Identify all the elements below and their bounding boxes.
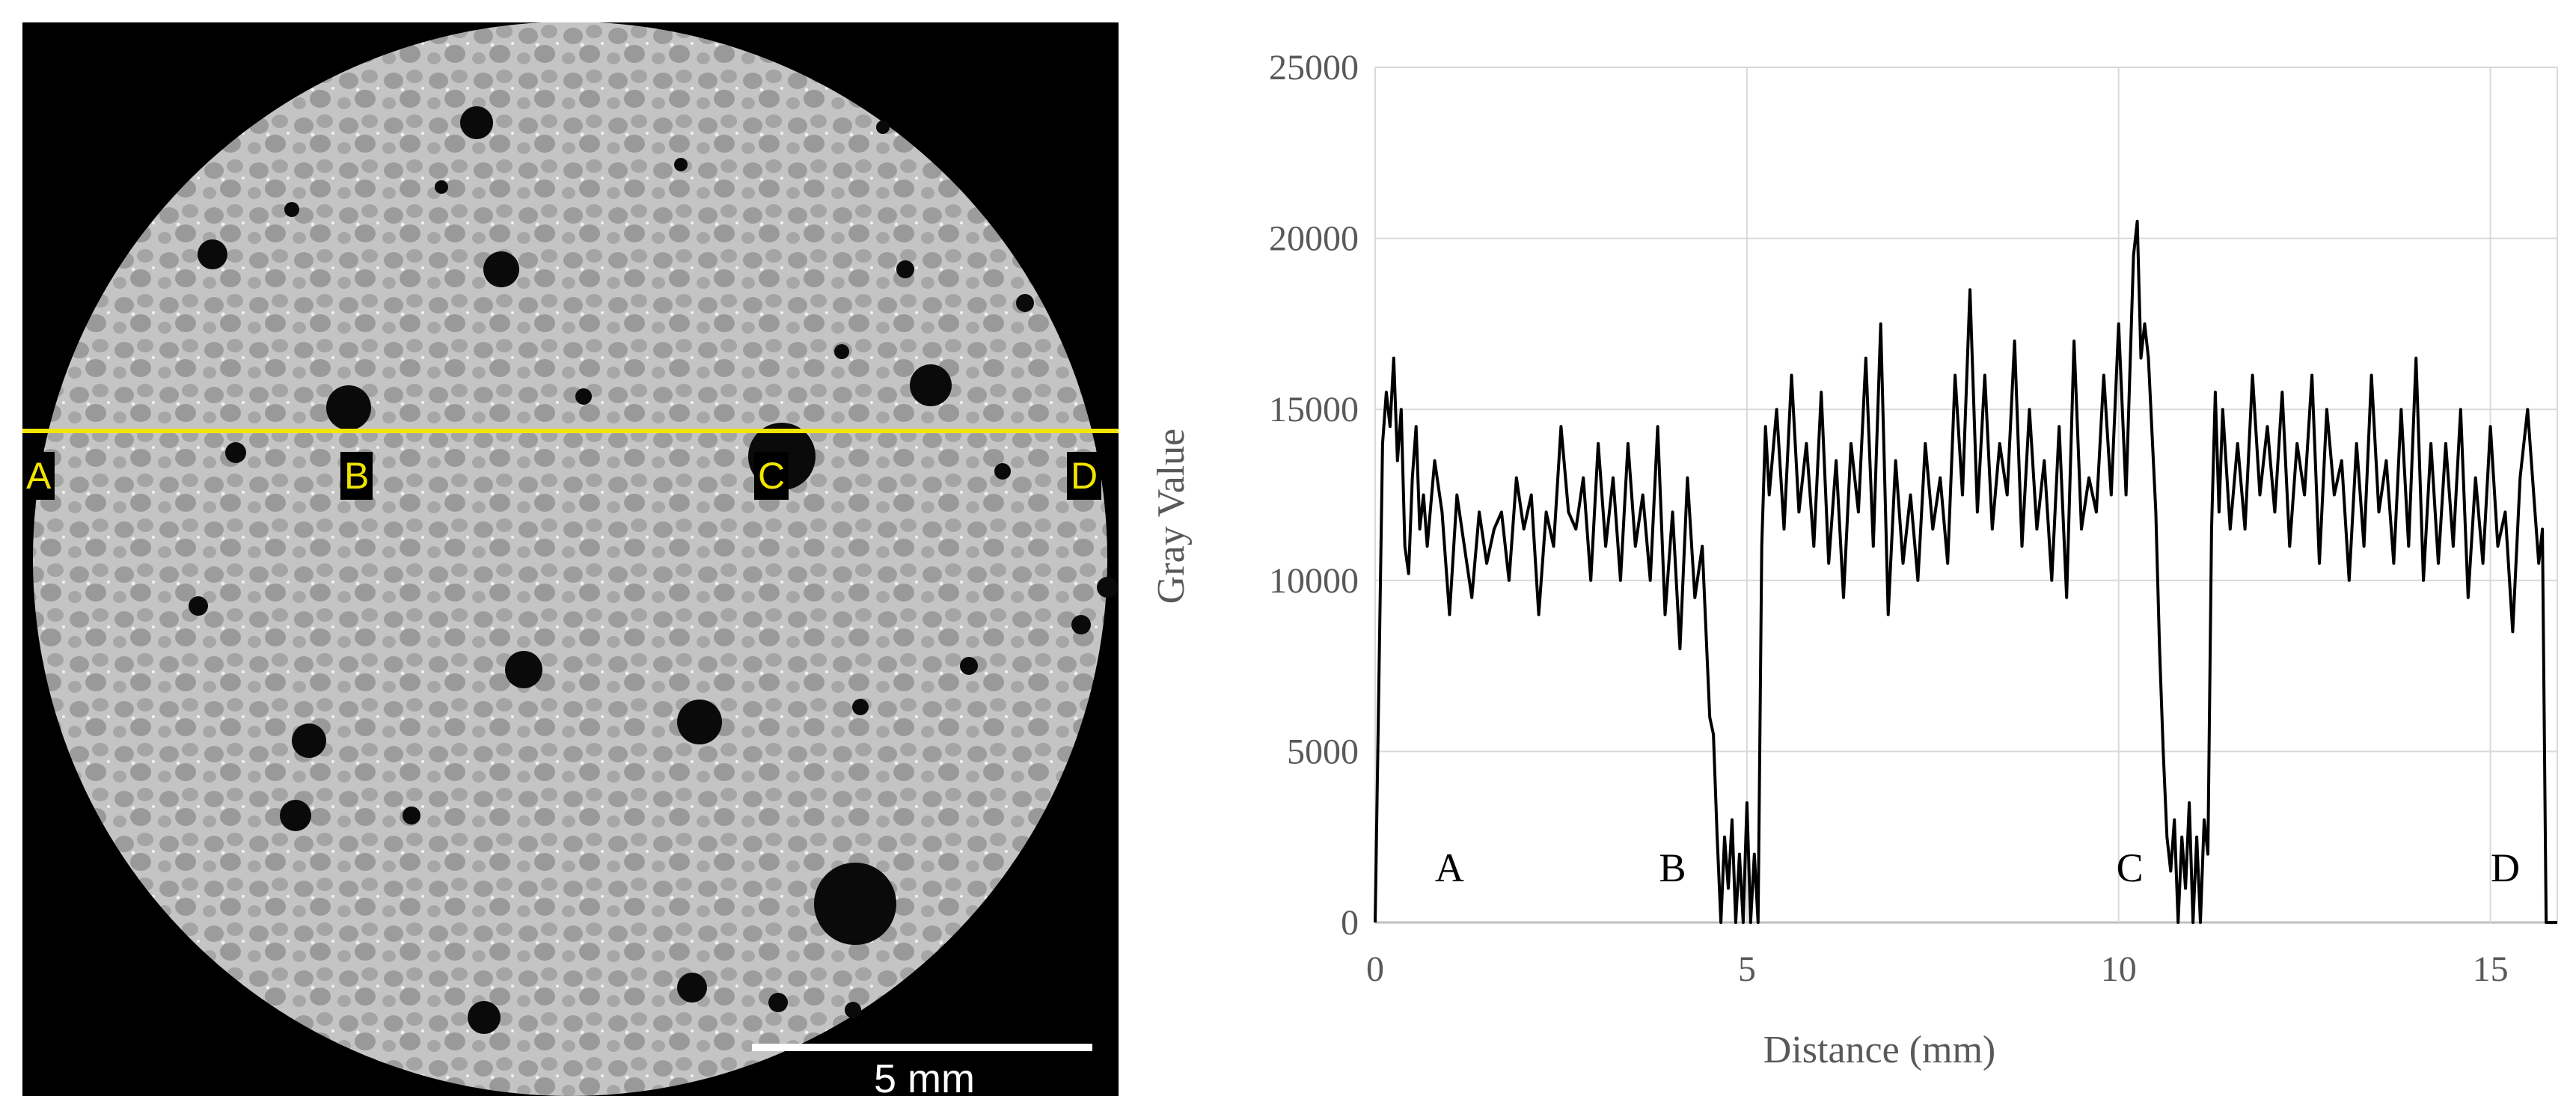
y-tick-label: 5000 — [1287, 732, 1359, 771]
gray-value-series-line — [1374, 219, 2557, 924]
chart-annotations: A B C D — [1435, 845, 2520, 890]
marker-a: A — [22, 452, 55, 500]
marker-c: C — [754, 452, 789, 500]
x-axis-ticks: 0 5 10 15 — [1366, 949, 2509, 989]
pore — [575, 388, 592, 405]
pore — [910, 364, 952, 406]
x-tick-label: 0 — [1366, 949, 1384, 989]
x-axis-title: Distance (mm) — [1763, 1029, 1995, 1071]
pore — [768, 993, 788, 1012]
pore — [1016, 294, 1034, 312]
ct-cross-section-svg — [22, 22, 1119, 1096]
pore — [1097, 577, 1118, 598]
pore — [994, 463, 1011, 480]
annotation-label-d: D — [2491, 845, 2520, 890]
pore — [677, 700, 722, 744]
pore-group — [189, 106, 1118, 1034]
pore — [505, 651, 542, 688]
pore — [483, 251, 519, 287]
x-tick-label: 10 — [2101, 949, 2137, 989]
marker-b: B — [340, 452, 373, 500]
pore — [460, 106, 493, 139]
pore — [677, 973, 707, 1003]
pore — [326, 385, 371, 430]
pore — [292, 723, 326, 758]
pore — [876, 120, 890, 134]
pore — [674, 158, 688, 171]
y-axis-title: Gray Value — [1150, 429, 1193, 604]
pore — [960, 657, 978, 675]
y-tick-label: 0 — [1341, 903, 1359, 943]
y-tick-label: 10000 — [1269, 561, 1359, 601]
pore — [852, 699, 869, 715]
x-tick-label: 15 — [2473, 949, 2509, 989]
x-tick-label: 5 — [1738, 949, 1756, 989]
y-axis-ticks: 0 5000 10000 15000 20000 25000 — [1269, 48, 1359, 943]
annotation-label-c: C — [2117, 845, 2144, 890]
gray-value-profile-chart: 0 5000 10000 15000 20000 25000 0 5 10 15 A B C D Di… — [1150, 48, 2558, 1071]
pore — [284, 202, 299, 217]
ct-scan-image: A B C D 5 mm — [22, 22, 1119, 1096]
annotation-label-b: B — [1659, 845, 1686, 890]
y-tick-label: 15000 — [1269, 390, 1359, 429]
pore — [189, 596, 208, 616]
pore — [896, 260, 914, 278]
y-tick-label: 20000 — [1269, 219, 1359, 259]
pore — [403, 807, 420, 824]
pore — [280, 800, 311, 831]
chart-grid — [1374, 67, 2558, 924]
pore — [814, 863, 896, 945]
pore — [225, 442, 246, 463]
pore — [845, 1002, 861, 1018]
pore — [198, 239, 227, 269]
marker-d: D — [1067, 452, 1102, 500]
pore — [834, 344, 849, 359]
pore — [435, 180, 448, 194]
ct-disc — [33, 22, 1107, 1096]
pore — [1071, 615, 1091, 634]
y-tick-label: 25000 — [1269, 48, 1359, 88]
annotation-label-a: A — [1435, 845, 1464, 890]
pore — [468, 1001, 501, 1034]
scale-bar-label: 5 mm — [874, 1056, 975, 1096]
